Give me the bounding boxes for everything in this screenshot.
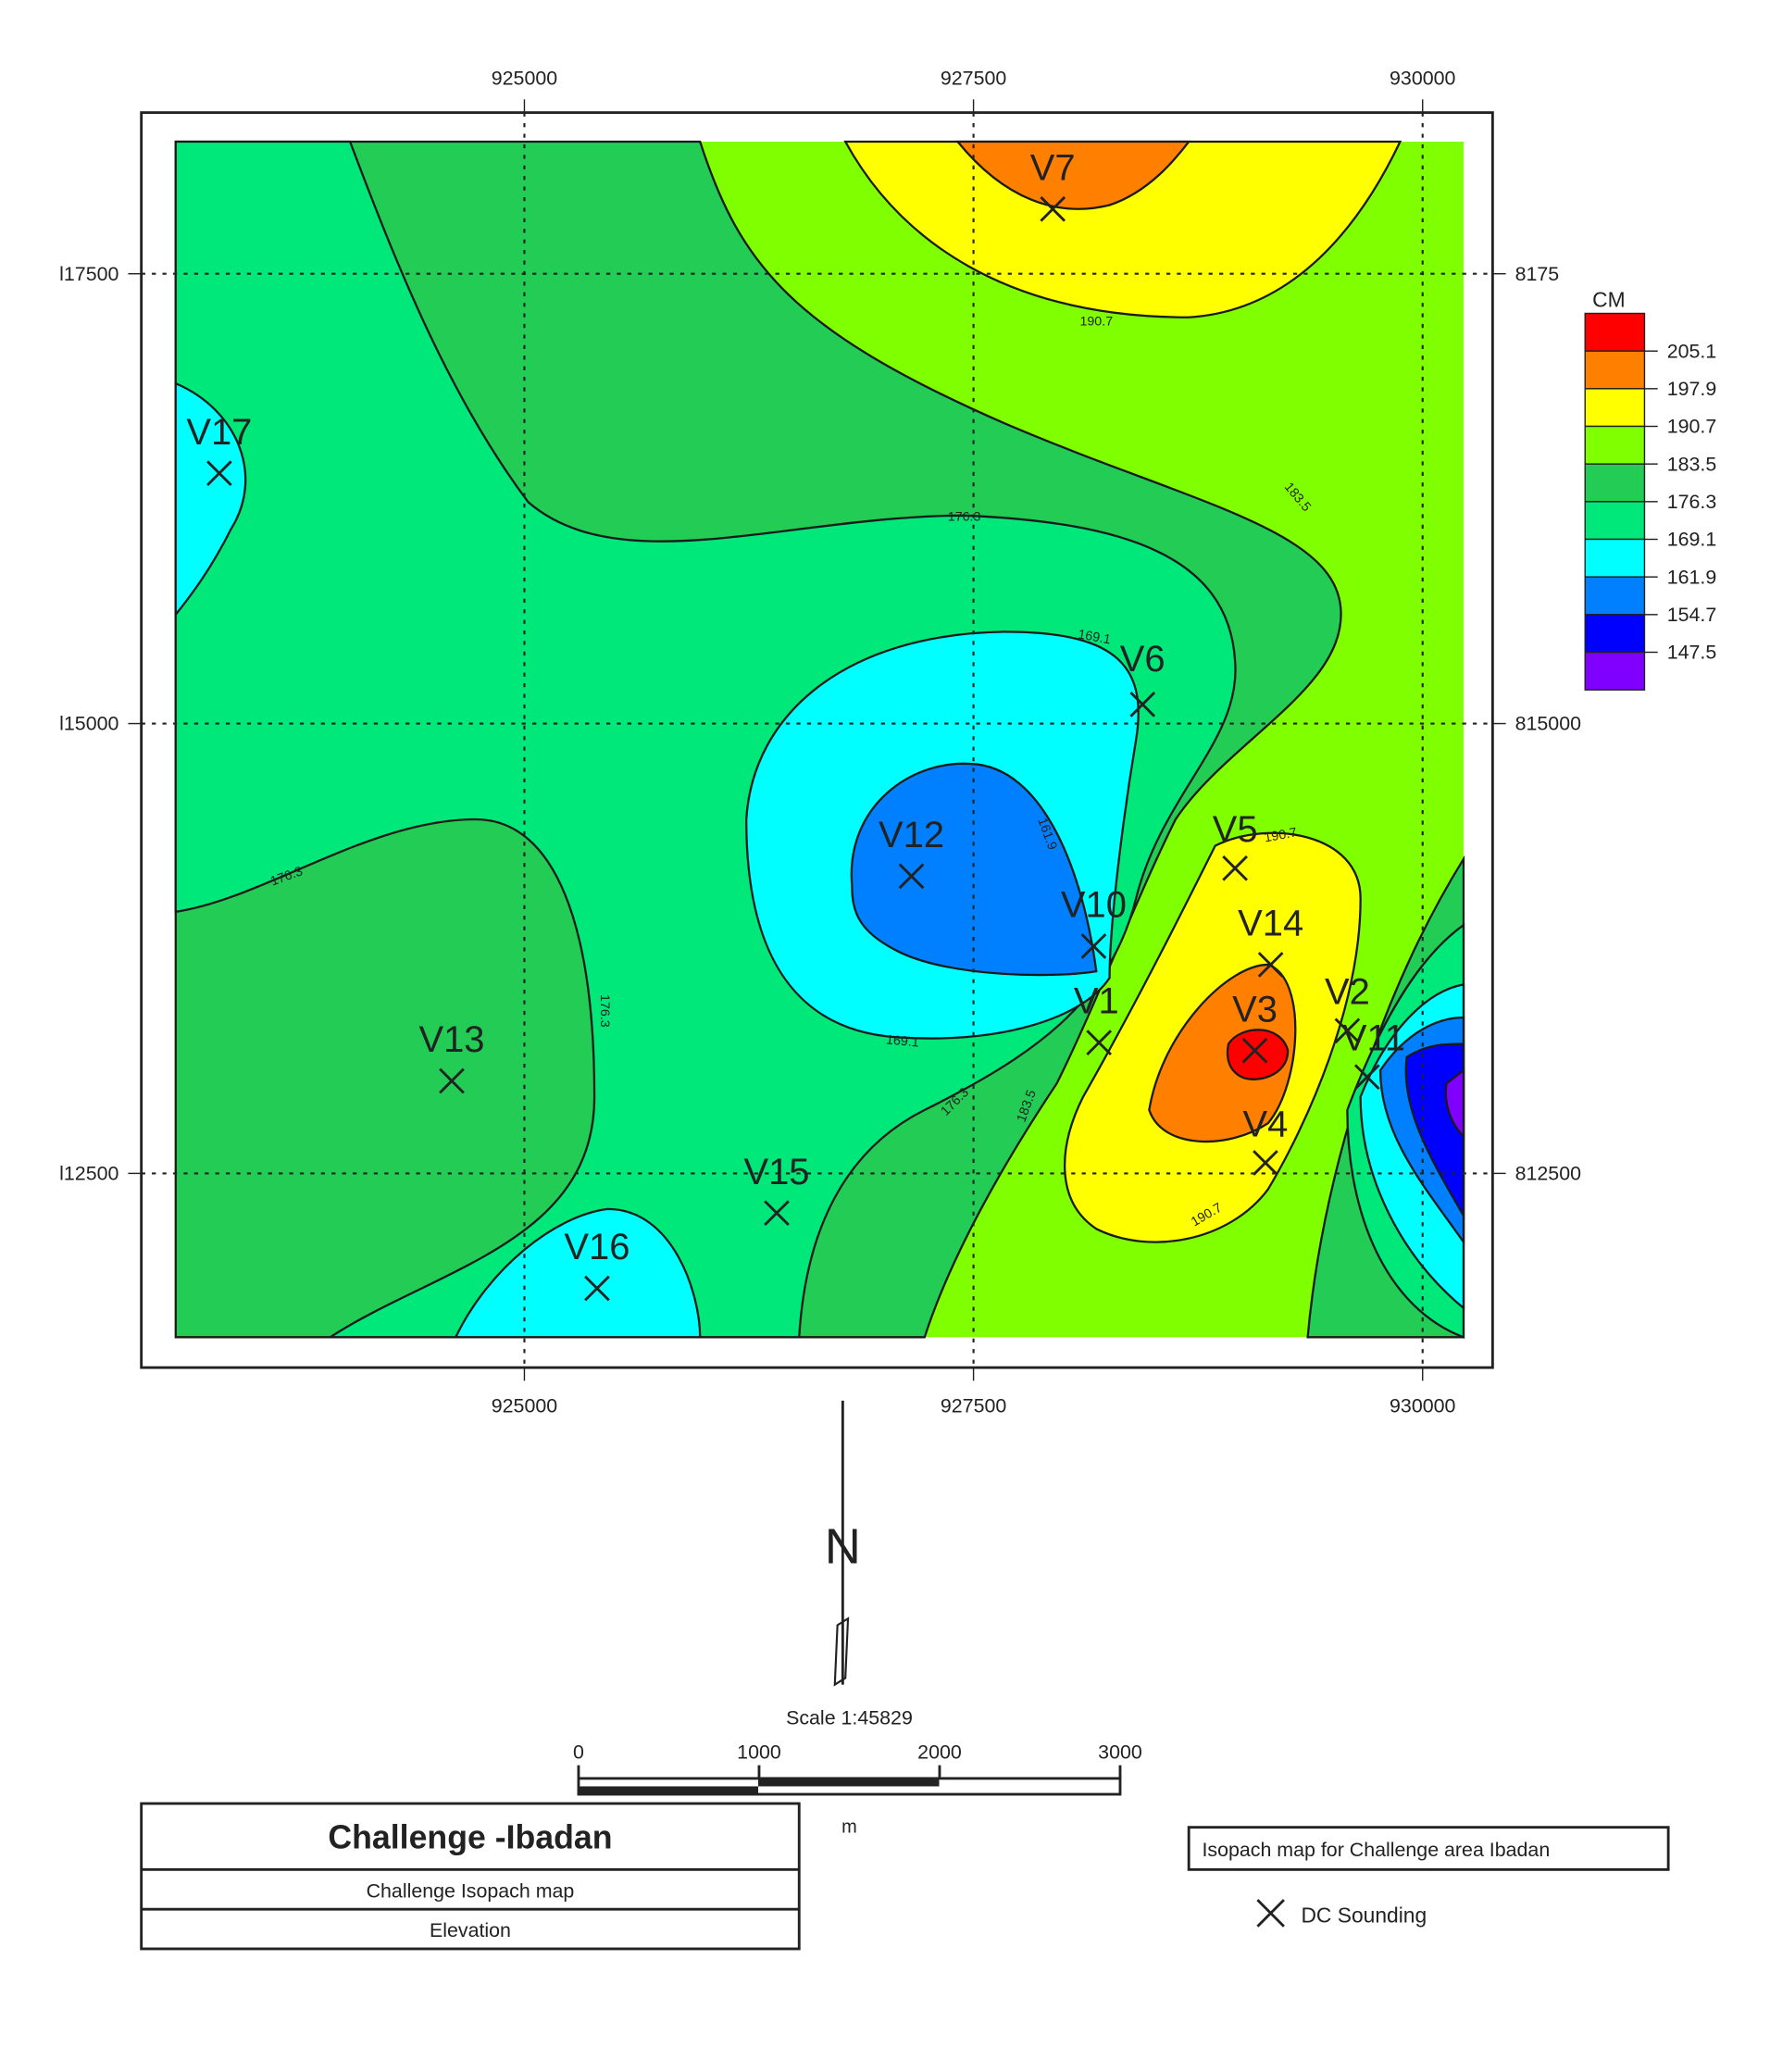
subtitle: Challenge Isopach map — [367, 1879, 575, 1902]
north-label: N — [825, 1518, 861, 1574]
station-label: V3 — [1232, 989, 1278, 1030]
station-label: V12 — [879, 815, 944, 855]
x-tick-label: 930000 — [1390, 1395, 1455, 1417]
symbol-legend: DC Sounding — [1301, 1903, 1427, 1927]
sounding-marker — [1086, 1030, 1113, 1055]
x-tick-label: 925000 — [492, 68, 557, 90]
scale-tick-label: 2000 — [917, 1741, 962, 1763]
station-label: V2 — [1325, 972, 1370, 1013]
legend-swatch — [1584, 576, 1646, 616]
sounding-marker — [206, 460, 232, 487]
station-label: V6 — [1120, 639, 1165, 680]
station-label: V7 — [1030, 147, 1076, 188]
station-label: V15 — [743, 1152, 809, 1192]
contour-label: 176.3 — [597, 994, 612, 1028]
region-purple — [1444, 1067, 1465, 1140]
station-label: V5 — [1213, 809, 1258, 850]
legend-swatch — [1584, 501, 1646, 541]
contour-label: 169.1 — [1077, 627, 1112, 647]
legend-label: 197.9 — [1667, 378, 1717, 400]
region-blue — [850, 762, 1098, 977]
field-label: Elevation — [430, 1919, 511, 1941]
annotations: V7 V17 V6 V12 V10 V1 V13 V15 V16 V5 V14 V3 V2 V11 V4 19… — [186, 147, 1405, 1302]
sounding-marker — [1257, 952, 1284, 978]
scale-bar-segment — [578, 1786, 759, 1795]
contour-label: 190.7 — [1079, 314, 1113, 329]
legend-swatch — [1584, 425, 1646, 465]
sounding-marker — [1129, 692, 1156, 718]
legend-label: 183.5 — [1667, 453, 1717, 475]
legend-label: 147.5 — [1667, 642, 1717, 664]
legend-swatch — [1584, 388, 1646, 428]
sounding-marker — [1040, 195, 1066, 222]
x-tick-label: 930000 — [1390, 68, 1455, 90]
grid: 925000 925000 927500 927500 930000 930000 l175… — [59, 68, 1581, 1417]
station-label: V1 — [1074, 981, 1119, 1022]
contour-label: 190.7 — [1263, 825, 1298, 845]
title-block — [140, 1802, 801, 1951]
x-tick-label: 925000 — [492, 1395, 557, 1417]
x-tick-label: 927500 — [941, 68, 1006, 90]
y-tick-label: 815000 — [1515, 713, 1581, 735]
y-tick-label: l12500 — [59, 1163, 118, 1185]
contour-label: 169.1 — [885, 1032, 919, 1050]
legend-swatch — [1584, 463, 1646, 503]
legend-swatch — [1584, 350, 1646, 390]
scale-tick-label: 1000 — [737, 1741, 781, 1763]
x-tick-label: 927500 — [941, 1395, 1006, 1417]
station-label: V16 — [564, 1227, 629, 1267]
station-label: V14 — [1238, 904, 1303, 944]
y-tick-label: 812500 — [1515, 1163, 1581, 1185]
station-label: V10 — [1061, 885, 1127, 926]
station-label: V4 — [1243, 1104, 1289, 1144]
contour-label: 176.3 — [948, 510, 981, 525]
sounding-marker — [764, 1200, 790, 1227]
station-label: V17 — [186, 412, 252, 453]
y-tick-label: 8175 — [1515, 263, 1560, 285]
sounding-symbol — [1256, 1899, 1285, 1928]
sounding-marker — [1353, 1064, 1380, 1091]
y-tick-label: l15000 — [59, 713, 118, 735]
legend-swatch — [1584, 312, 1646, 352]
sounding-marker — [1241, 1037, 1268, 1064]
caption-box — [1187, 1826, 1670, 1871]
sounding-marker — [584, 1275, 610, 1302]
region-orange — [955, 140, 1191, 210]
scale-unit: m — [841, 1816, 857, 1837]
sounding-marker — [439, 1067, 465, 1094]
scale-text: Scale 1:45829 — [786, 1706, 913, 1729]
sounding-marker — [1253, 1150, 1278, 1176]
station-label: V13 — [418, 1019, 484, 1060]
sounding-marker — [1222, 855, 1248, 881]
sounding-marker — [1080, 933, 1107, 959]
legend-label: 190.7 — [1667, 416, 1717, 438]
caption: Isopach map for Challenge area Ibadan — [1202, 1839, 1550, 1861]
sounding-marker — [1334, 1017, 1361, 1044]
title: Challenge -Ibadan — [328, 1819, 612, 1856]
sounding-marker — [898, 863, 925, 890]
legend-swatch — [1584, 538, 1646, 578]
scale-tick-label: 0 — [573, 1741, 584, 1763]
legend-label: 154.7 — [1667, 604, 1717, 626]
legend-label: 205.1 — [1667, 340, 1717, 362]
legend-swatch — [1584, 614, 1646, 654]
contour-fill — [174, 140, 1465, 1339]
region-spring — [174, 140, 1237, 1339]
region-cyan — [454, 1207, 702, 1339]
legend-label: 169.1 — [1667, 529, 1717, 551]
legend-title: CM — [1592, 287, 1625, 311]
north-arrow-head — [833, 1616, 850, 1687]
station-label: V11 — [1342, 1018, 1405, 1059]
scale-bar-segment — [758, 1778, 940, 1787]
legend-label: 161.9 — [1667, 566, 1717, 588]
legend-label: 176.3 — [1667, 491, 1717, 513]
region-cyan — [174, 381, 247, 618]
legend-swatch — [1584, 651, 1646, 691]
scale-tick-label: 3000 — [1098, 1741, 1142, 1763]
region-orange — [1148, 963, 1297, 1143]
y-tick-label: l17500 — [59, 263, 118, 285]
